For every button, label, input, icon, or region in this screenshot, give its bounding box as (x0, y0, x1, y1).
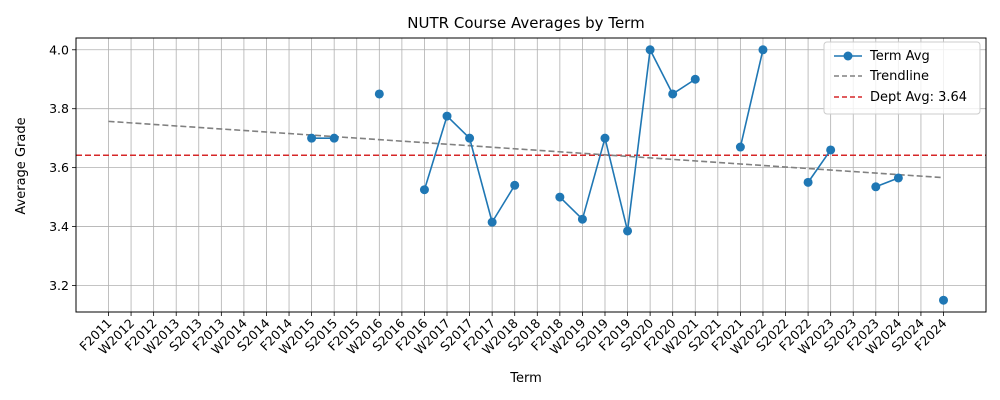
x-axis-label: Term (509, 371, 542, 386)
y-tick-label: 3.6 (49, 160, 69, 175)
series-segment (604, 137, 629, 232)
series-layer (307, 45, 948, 305)
series-segment (649, 49, 674, 95)
legend-trendline-label: Trendline (869, 69, 929, 84)
data-point (623, 226, 633, 236)
data-point (419, 185, 429, 195)
series-segment (446, 115, 471, 139)
series-segment (468, 137, 493, 223)
data-point (329, 133, 339, 143)
data-point (577, 214, 587, 224)
data-point (442, 111, 452, 121)
y-tick-label: 3.2 (49, 278, 69, 293)
y-ticks: 3.2 3.4 3.6 3.8 4.0 (49, 42, 76, 293)
trendline (108, 120, 944, 179)
trendline-layer (108, 120, 944, 179)
series-segment (807, 149, 832, 183)
data-point (735, 142, 745, 152)
data-point (893, 173, 903, 183)
data-point (803, 177, 813, 187)
legend-box (823, 41, 981, 115)
series-segment (739, 49, 764, 148)
y-tick-label: 4.0 (49, 42, 69, 57)
data-point (826, 145, 836, 155)
series-segment (559, 196, 583, 220)
data-point (600, 133, 610, 143)
legend-term-avg-label: Term Avg (869, 49, 930, 64)
legend-term-avg-marker (843, 51, 853, 61)
data-point (871, 182, 881, 192)
data-point (668, 89, 678, 99)
x-ticks: F2011W2012F2012W2013S2013F2013W2014S2014… (76, 312, 950, 357)
y-axis-label: Average Grade (14, 117, 29, 214)
data-point (374, 89, 384, 99)
chart-title: NUTR Course Averages by Term (407, 14, 644, 32)
data-point (758, 45, 768, 55)
series-segment (491, 184, 516, 223)
series-segment (581, 137, 606, 220)
data-point (510, 180, 520, 190)
grid (76, 38, 986, 312)
data-point (307, 133, 317, 143)
y-tick-label: 3.8 (49, 101, 69, 116)
data-point (645, 45, 655, 55)
data-point (690, 74, 700, 84)
series-segment (626, 49, 651, 232)
data-point (487, 217, 497, 227)
plot-frame (75, 37, 987, 313)
y-tick-label: 3.4 (49, 219, 69, 234)
legend: Term Avg Trendline Dept Avg: 3.64 (823, 41, 981, 115)
series-segment (423, 115, 448, 190)
data-point (555, 192, 565, 202)
data-point (465, 133, 475, 143)
legend-dept-avg-label: Dept Avg: 3.64 (870, 90, 967, 105)
data-point (939, 295, 948, 305)
